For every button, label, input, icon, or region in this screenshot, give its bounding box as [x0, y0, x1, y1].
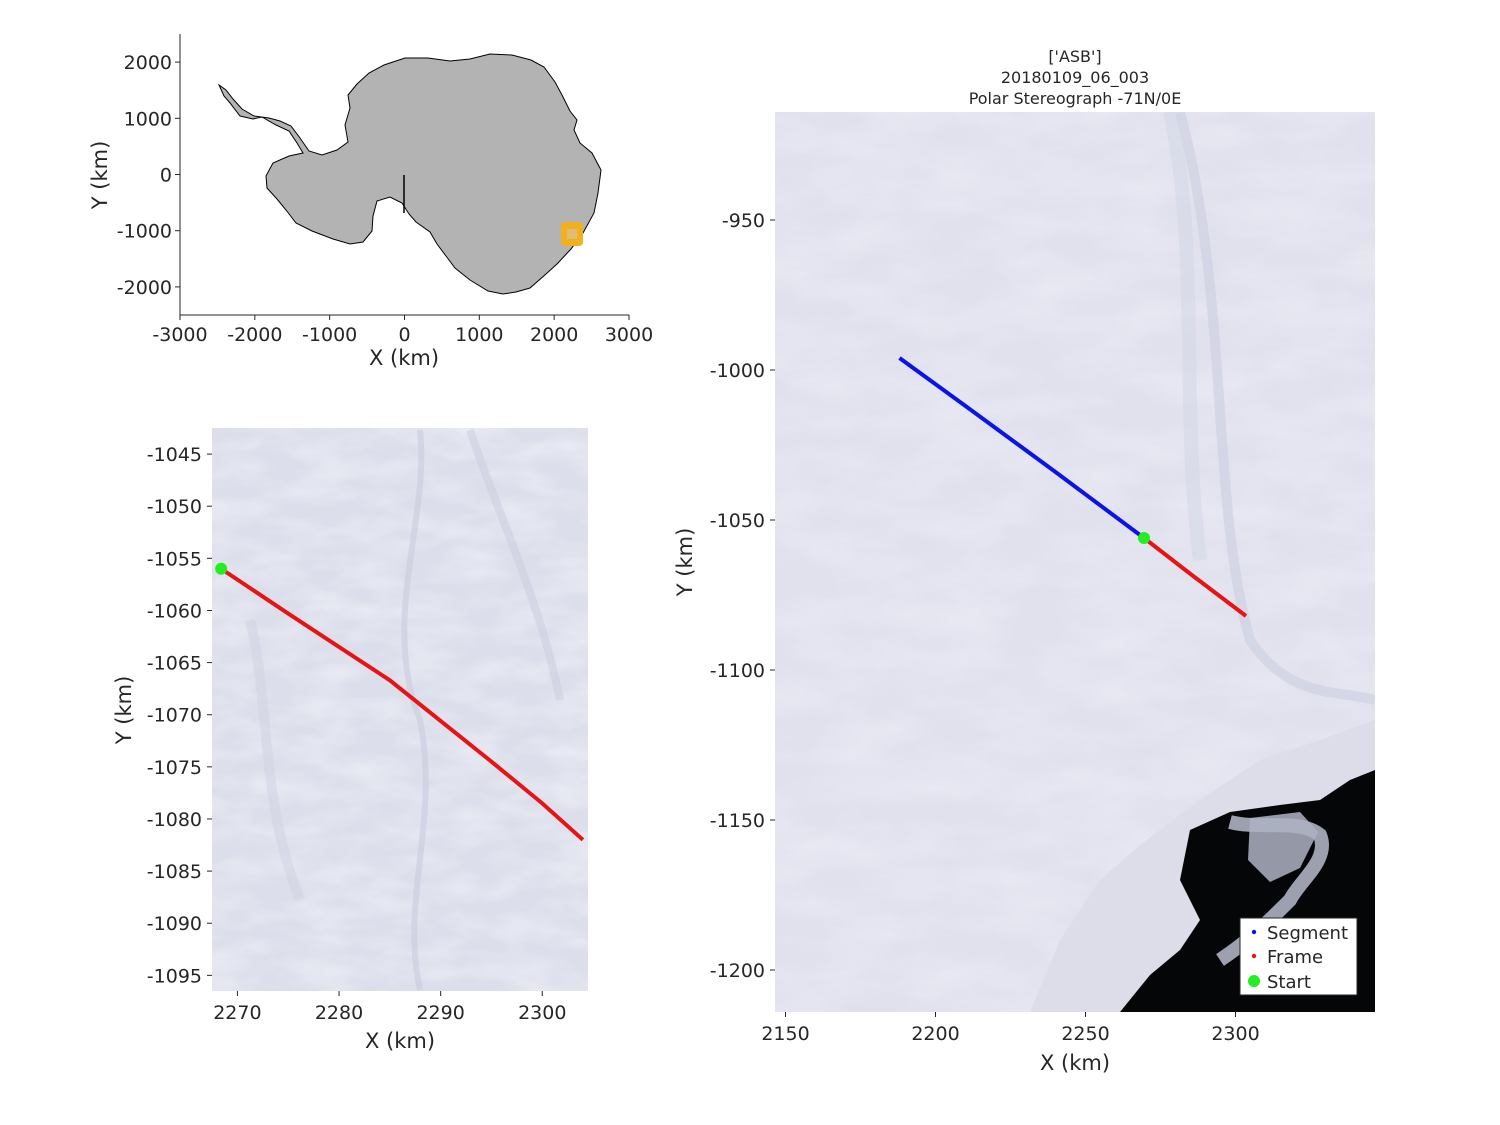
overview-map: -3000 -2000 -1000 0 1000 2000 3000 -2000 -1000 0… [88, 34, 653, 370]
x-tick-label-5: 2000 [530, 324, 578, 346]
y-tick-label-0: -950 [722, 210, 765, 232]
legend: Segment Frame Start [1239, 917, 1358, 996]
x-tick-label-2: 2290 [416, 1002, 464, 1024]
x-tick-label-0: 2270 [213, 1002, 261, 1024]
y-tick-label-0: -2000 [117, 277, 172, 299]
y-tick-label-5: -1200 [710, 960, 765, 982]
y-tick-label-4: 2000 [124, 52, 172, 74]
y-tick-label-3: -1060 [147, 600, 202, 622]
y-tick-label-2: 0 [160, 165, 172, 187]
main-map: ['ASB'] 20180109_06_003 Polar Stereograp… [673, 47, 1375, 1075]
legend-frame-marker [1251, 953, 1257, 959]
y-tick-label-1: -1050 [147, 496, 202, 518]
y-tick-label-6: -1075 [147, 757, 202, 779]
zoom-x-ticks: 2270 2280 2290 2300 [213, 991, 566, 1024]
legend-segment-marker [1251, 929, 1257, 935]
x-tick-label-2: 2250 [1061, 1023, 1109, 1045]
y-tick-label-0: -1045 [147, 444, 202, 466]
legend-start-marker [1248, 975, 1260, 987]
x-tick-label-0: 2150 [761, 1023, 809, 1045]
zoom-y-ticks: -1045 -1050 -1055 -1060 -1065 -1070 -1075 -1080… [147, 444, 212, 987]
zoom-start-point [215, 562, 228, 575]
legend-start-label: Start [1267, 972, 1311, 993]
main-title-line-2: 20180109_06_003 [1001, 68, 1149, 88]
y-tick-label-2: -1050 [710, 510, 765, 532]
main-title-line-1: ['ASB'] [1048, 47, 1101, 66]
y-tick-label-4: -1150 [710, 810, 765, 832]
overview-y-ticks: -2000 -1000 0 1000 2000 [117, 52, 180, 299]
y-tick-label-1: -1000 [710, 360, 765, 382]
zoom-map: 2270 2280 2290 2300 -1045-1050-1055-1060-10… [112, 428, 588, 1053]
antarctica-continent [217, 53, 602, 295]
x-tick-label-1: -2000 [227, 324, 282, 346]
x-tick-label-6: 3000 [605, 324, 653, 346]
y-tick-label-9: -1090 [147, 913, 202, 935]
x-tick-label-1: 2200 [911, 1023, 959, 1045]
main-frame-line [1142, 536, 1248, 618]
x-tick-label-3: 2300 [518, 1002, 566, 1024]
y-tick-label-3: 1000 [124, 108, 172, 130]
x-tick-label-4: 1000 [455, 324, 503, 346]
overview-x-label: X (km) [369, 346, 439, 370]
y-tick-label-7: -1080 [147, 809, 202, 831]
y-tick-label-5: -1070 [147, 705, 202, 727]
legend-segment-label: Segment [1267, 923, 1348, 944]
main-y-label: Y (km) [673, 528, 697, 598]
main-start-point [1138, 532, 1150, 544]
main-y-ticks: -950 -1000 -1050 -1100 -1150 -1200 [710, 210, 775, 982]
main-title-line-3: Polar Stereograph -71N/0E [969, 89, 1182, 108]
y-tick-label-2: -1055 [147, 548, 202, 570]
overview-x-ticks: -3000 -2000 -1000 0 1000 2000 3000 [152, 315, 653, 346]
zoom-y-label: Y (km) [112, 676, 136, 746]
y-tick-label-3: -1100 [710, 660, 765, 682]
x-tick-label-2: -1000 [302, 324, 357, 346]
overview-y-label: Y (km) [88, 141, 112, 211]
zoom-frame-line [220, 567, 585, 842]
x-tick-label-1: 2280 [315, 1002, 363, 1024]
zoom-x-label: X (km) [365, 1029, 435, 1053]
y-tick-label-8: -1085 [147, 861, 202, 883]
x-tick-label-3: 2300 [1211, 1023, 1259, 1045]
main-segment-line [898, 356, 1146, 540]
main-x-label: X (km) [1040, 1051, 1110, 1075]
main-x-ticks: 2150 2200 2250 2300 [761, 1012, 1260, 1045]
legend-frame-label: Frame [1267, 947, 1323, 968]
x-tick-label-0: -3000 [152, 324, 207, 346]
y-tick-label-1: -1000 [117, 221, 172, 243]
x-tick-label-3: 0 [398, 324, 410, 346]
y-tick-label-4: -1065 [147, 653, 202, 675]
y-tick-label-10: -1095 [147, 965, 202, 987]
